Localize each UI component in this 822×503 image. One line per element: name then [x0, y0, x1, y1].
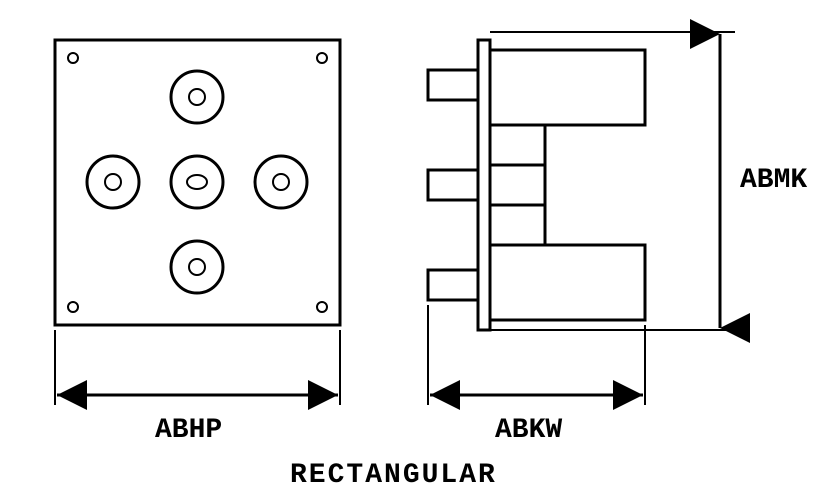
dimension-abmk — [490, 32, 735, 330]
title-label: RECTANGULAR — [290, 460, 497, 491]
diagram-svg — [0, 0, 822, 503]
label-abmk: ABMK — [740, 165, 807, 196]
dimension-abhp — [55, 330, 340, 405]
label-abhp: ABHP — [155, 415, 222, 446]
engineering-diagram: ABHP ABKW ABMK RECTANGULAR — [0, 0, 822, 503]
side-view — [428, 40, 645, 330]
front-view — [55, 40, 340, 325]
label-abkw: ABKW — [495, 415, 562, 446]
